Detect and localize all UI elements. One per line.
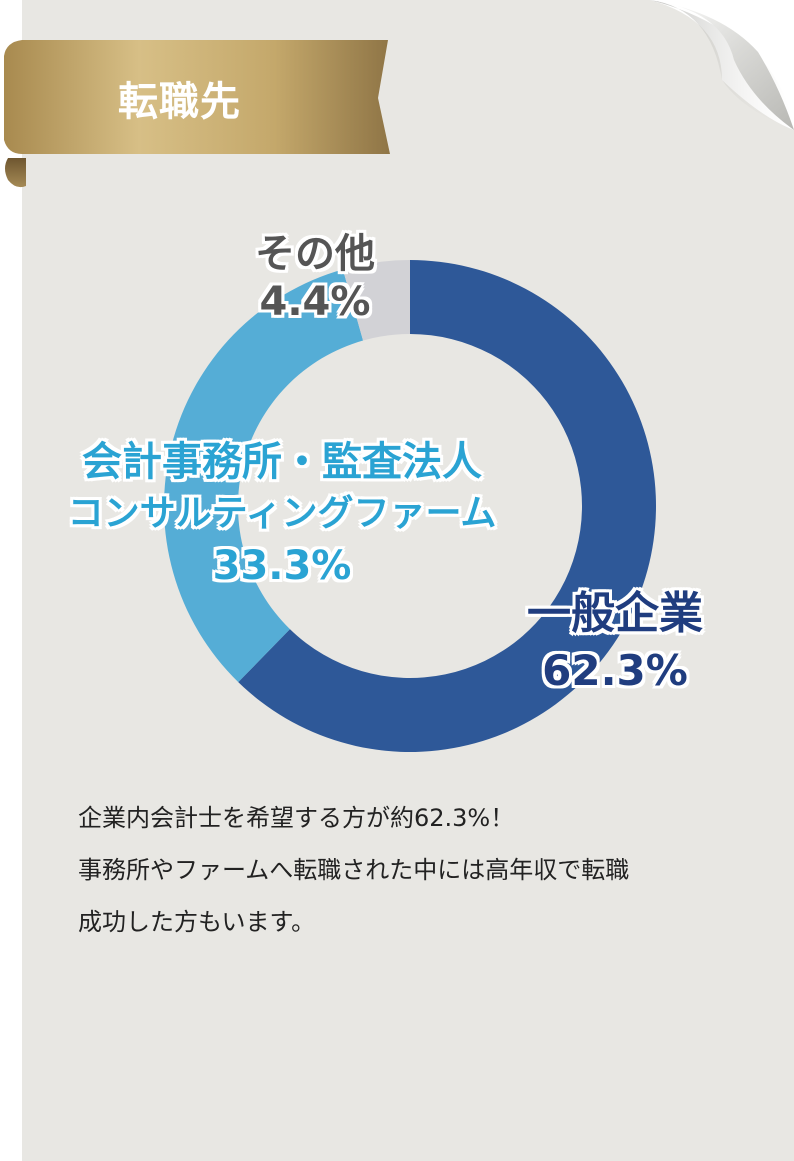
- description-line: 企業内会計士を希望する方が約62.3%！: [78, 804, 515, 832]
- slice-accounting-consulting: [164, 269, 364, 683]
- label-accounting-line1: 会計事務所・監査法人: [82, 439, 482, 485]
- title-ribbon: [4, 40, 390, 188]
- label-other: その他 4.4%: [240, 232, 390, 324]
- slice-general-companies: [238, 260, 657, 753]
- description-line: 事務所やファームへ転職された中には高年収で転職: [78, 856, 630, 884]
- description: 企業内会計士を希望する方が約62.3%！ 事務所やファームへ転職された中には高年…: [78, 792, 758, 948]
- label-general-pct: 62.3%: [542, 646, 688, 696]
- label-other-name: その他: [255, 231, 375, 277]
- label-accounting-pct: 33.3%: [212, 542, 352, 589]
- label-accounting: 会計事務所・監査法人 コンサルティングファーム 33.3%: [62, 440, 502, 588]
- page-title: 転職先: [118, 79, 241, 125]
- slice-other: [342, 260, 410, 341]
- label-general-name: 一般企業: [527, 588, 703, 639]
- label-other-pct: 4.4%: [259, 279, 371, 325]
- description-line: 成功した方もいます。: [78, 908, 316, 936]
- result-card: [22, 0, 794, 1161]
- label-accounting-line2: コンサルティングファーム: [67, 493, 497, 534]
- card-background: [22, 0, 794, 1161]
- label-general: 一般企業 62.3%: [520, 588, 710, 696]
